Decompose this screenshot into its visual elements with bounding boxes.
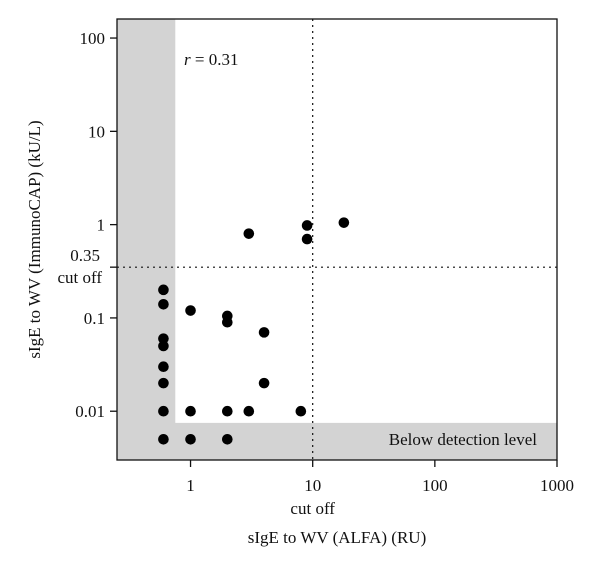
data-point [185,405,196,417]
y-tick-label: 100 [80,29,106,48]
y-tick-label: 10 [88,122,105,141]
data-point [158,434,169,445]
y-cutoff-value-label: 0.35 [70,246,100,265]
data-point [158,333,169,344]
below-detection-label: Below detection level [389,430,538,449]
x-cutoff-label: cut off [290,499,335,518]
data-point [338,217,350,228]
data-point [222,434,233,445]
data-point [243,405,255,417]
x-tick-label: 10 [304,476,321,495]
data-point [185,434,196,445]
y-tick-label: 0.1 [84,309,105,328]
plot-frame [116,18,558,461]
data-point [158,284,169,296]
x-tick-label: 1000 [540,476,574,495]
data-point [301,220,313,231]
data-points [158,217,350,445]
data-point [222,405,233,417]
detection-shade-vertical [117,19,176,460]
y-tick-label: 1 [97,216,106,235]
data-point [258,377,270,389]
correlation-value: = 0.31 [191,50,239,69]
y-tick-label: 0.01 [75,402,105,421]
data-point [258,327,270,338]
data-point [158,298,169,310]
y-axis: 0.01 0.1 1 10 100 [75,29,117,421]
x-axis-label: sIgE to WV (ALFA) (RU) [248,528,426,547]
data-point [158,377,169,389]
data-point [158,405,169,417]
data-point [158,340,169,352]
x-axis: 1 10 100 1000 [186,460,574,495]
data-point [158,361,169,373]
data-point [301,233,313,245]
data-point [295,405,307,417]
x-tick-label: 1 [186,476,195,495]
y-cutoff-label: cut off [57,268,102,287]
y-axis-label: sIgE to WV (ImmunoCAP) (kU/L) [25,120,44,358]
data-point [222,316,233,328]
correlation-symbol: r [184,50,191,69]
x-tick-label: 100 [422,476,448,495]
cutoff-reference-lines [117,19,557,460]
data-point [243,228,255,239]
data-point [185,305,196,316]
detection-level-shading [117,19,557,460]
correlation-annotation: r = 0.31 [184,50,238,69]
